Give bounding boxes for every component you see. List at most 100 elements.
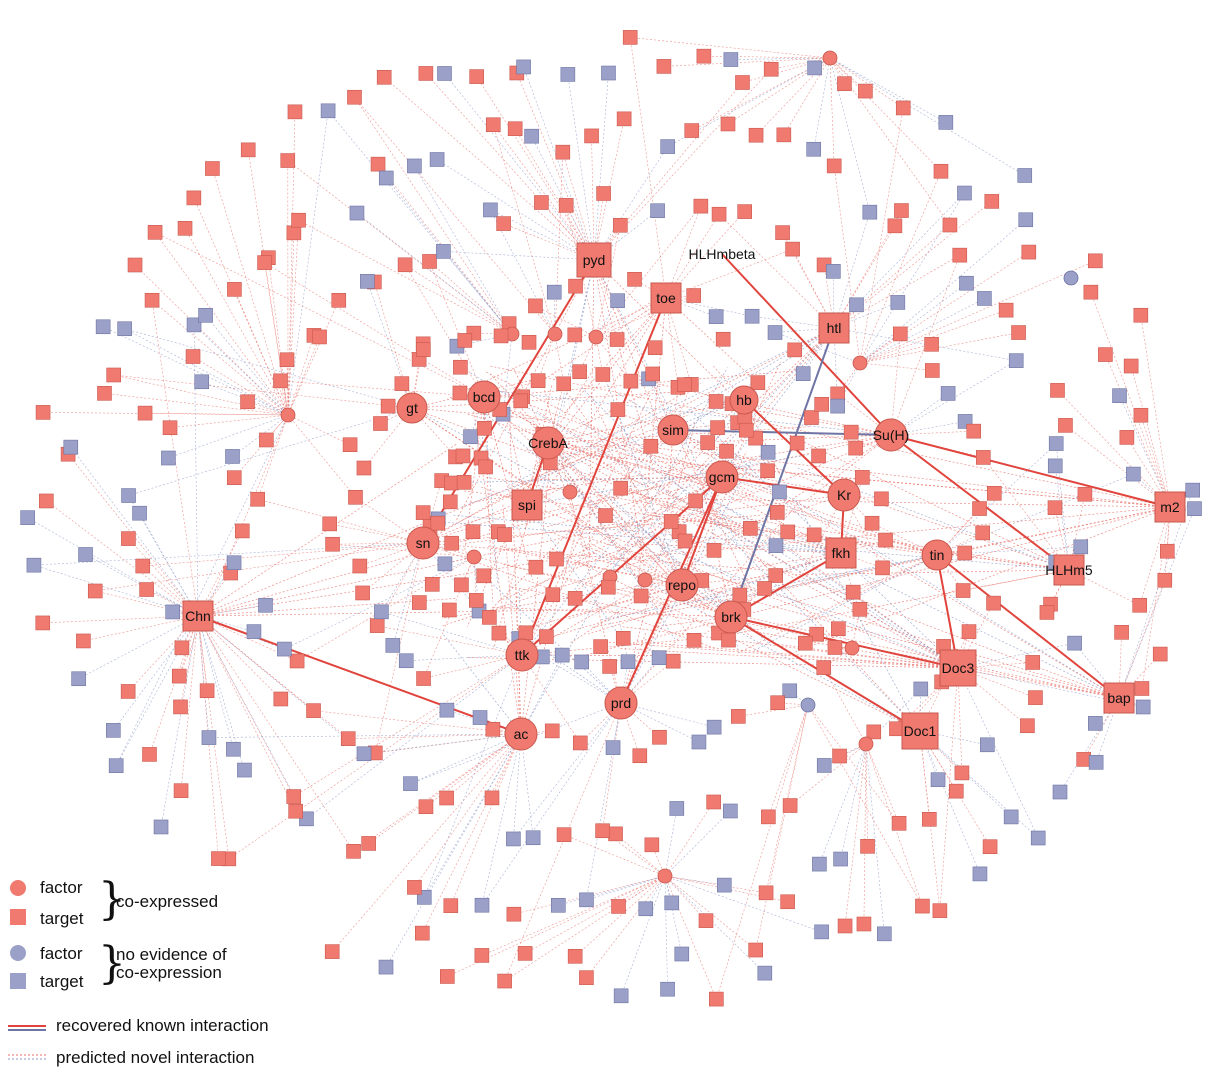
- target-coexpressed-node: [476, 568, 492, 584]
- target-coexpressed-node: [837, 918, 853, 934]
- novel-interaction-edge: [422, 733, 522, 934]
- target-no-evidence-node: [360, 274, 375, 289]
- node-label-HLHmbeta: HLHmbeta: [689, 246, 756, 262]
- target-coexpressed-node: [698, 913, 714, 928]
- novel-interaction-edge: [46, 500, 199, 617]
- target-coexpressed-node: [816, 660, 832, 675]
- novel-interaction-edge: [377, 625, 523, 656]
- target-no-evidence-node: [225, 449, 240, 464]
- factor-node-hb: [729, 385, 759, 415]
- target-node-pyd: [576, 242, 612, 278]
- target-coexpressed-node: [1039, 605, 1055, 620]
- novel-interaction-edge: [429, 261, 485, 398]
- novel-interaction-edge: [508, 391, 522, 735]
- novel-interaction-edge: [443, 251, 595, 261]
- target-coexpressed-node: [474, 948, 490, 963]
- target-no-evidence-node: [579, 892, 594, 908]
- novel-interaction-edge: [549, 547, 921, 732]
- target-coexpressed-node: [780, 524, 795, 540]
- target-coexpressed-node: [418, 66, 434, 81]
- target-coexpressed-node: [615, 630, 631, 646]
- novel-interaction-edge: [665, 297, 775, 399]
- novel-interaction-edge: [560, 434, 892, 448]
- target-no-evidence-node: [1047, 458, 1063, 474]
- node-label-toe: toe: [656, 290, 676, 306]
- novel-interaction-edge: [587, 552, 842, 635]
- novel-interaction-edge: [422, 542, 794, 573]
- novel-interaction-edge: [208, 733, 522, 738]
- novel-interaction-edge: [840, 552, 854, 593]
- target-coexpressed-node: [645, 366, 661, 382]
- target-coexpressed-node: [545, 587, 561, 602]
- target-coexpressed-node: [439, 790, 454, 806]
- target-no-evidence-node: [554, 647, 570, 663]
- target-no-evidence-node: [723, 52, 739, 67]
- target-no-evidence-node: [1112, 388, 1127, 403]
- node-label-htl: htl: [827, 320, 842, 336]
- target-coexpressed-node: [477, 420, 492, 436]
- target-no-evidence-node: [833, 851, 848, 867]
- novel-interaction-edge: [829, 57, 871, 213]
- novel-interaction-edge: [423, 556, 475, 679]
- novel-interaction-edge: [859, 171, 942, 364]
- target-no-evidence-node: [560, 67, 576, 82]
- target-no-evidence-node: [1048, 436, 1064, 451]
- novel-interaction-edge: [406, 654, 523, 662]
- novel-interaction-edge: [115, 615, 199, 766]
- target-no-evidence-node: [849, 297, 864, 313]
- target-coexpressed-node: [306, 703, 321, 718]
- target-coexpressed-node: [87, 583, 103, 599]
- target-coexpressed-node: [482, 610, 497, 625]
- novel-interaction-edge: [483, 396, 697, 602]
- target-coexpressed-node: [331, 293, 347, 308]
- node-label-SuH: Su(H): [873, 427, 910, 443]
- target-coexpressed-node: [1021, 244, 1037, 260]
- target-no-evidence-node: [814, 924, 829, 940]
- target-coexpressed-node: [397, 257, 413, 273]
- target-coexpressed-node: [567, 948, 583, 964]
- novel-interaction-edge: [149, 615, 199, 755]
- novel-interaction-edge: [755, 704, 809, 951]
- novel-interaction-edge: [591, 558, 1120, 699]
- novel-interaction-edge: [703, 55, 831, 59]
- novel-interaction-edge: [78, 615, 199, 679]
- novel-interaction-edge: [519, 411, 549, 444]
- target-coexpressed-node: [348, 490, 363, 505]
- target-coexpressed-node: [852, 601, 868, 617]
- novel-interaction-edge: [829, 57, 835, 166]
- target-node-m2: [1154, 491, 1186, 523]
- legend-co-expressed-label: co-expressed: [116, 892, 219, 911]
- novel-interaction-edge: [284, 556, 475, 650]
- novel-interaction-edge: [27, 517, 199, 617]
- legend-predicted-label: predicted novel interaction: [56, 1048, 255, 1067]
- target-coexpressed-node: [948, 783, 964, 799]
- target-coexpressed-node: [845, 584, 861, 600]
- node-label-spi: spi: [518, 497, 536, 513]
- novel-interaction-edge: [1105, 354, 1171, 508]
- novel-interaction-edge: [833, 165, 861, 364]
- novel-interaction-edge: [664, 875, 668, 990]
- target-coexpressed-node: [250, 491, 266, 507]
- novel-interaction-edge: [493, 124, 595, 261]
- target-coexpressed-node: [120, 684, 136, 699]
- novel-interaction-edge: [521, 393, 652, 656]
- factor-node: [852, 355, 868, 371]
- target-coexpressed-node: [984, 194, 1000, 209]
- target-coexpressed-node: [720, 116, 736, 132]
- novel-interaction-edge: [664, 875, 766, 974]
- novel-interaction-edge: [775, 545, 842, 554]
- target-coexpressed-node: [789, 435, 805, 451]
- target-coexpressed-node: [596, 186, 611, 201]
- novel-interaction-edge: [264, 262, 289, 416]
- target-coexpressed-node: [782, 798, 798, 813]
- novel-interaction-edge: [957, 662, 1033, 669]
- novel-interaction-edge: [95, 590, 199, 617]
- novel-interaction-edge: [128, 407, 413, 496]
- target-coexpressed-node: [1028, 690, 1043, 705]
- target-coexpressed-node: [609, 332, 625, 347]
- novel-interaction-edge: [742, 506, 1171, 599]
- novel-interaction-edge: [485, 476, 1070, 571]
- target-coexpressed-node: [457, 333, 473, 348]
- target-no-evidence-node: [1017, 168, 1033, 183]
- novel-interaction-edge: [524, 875, 666, 954]
